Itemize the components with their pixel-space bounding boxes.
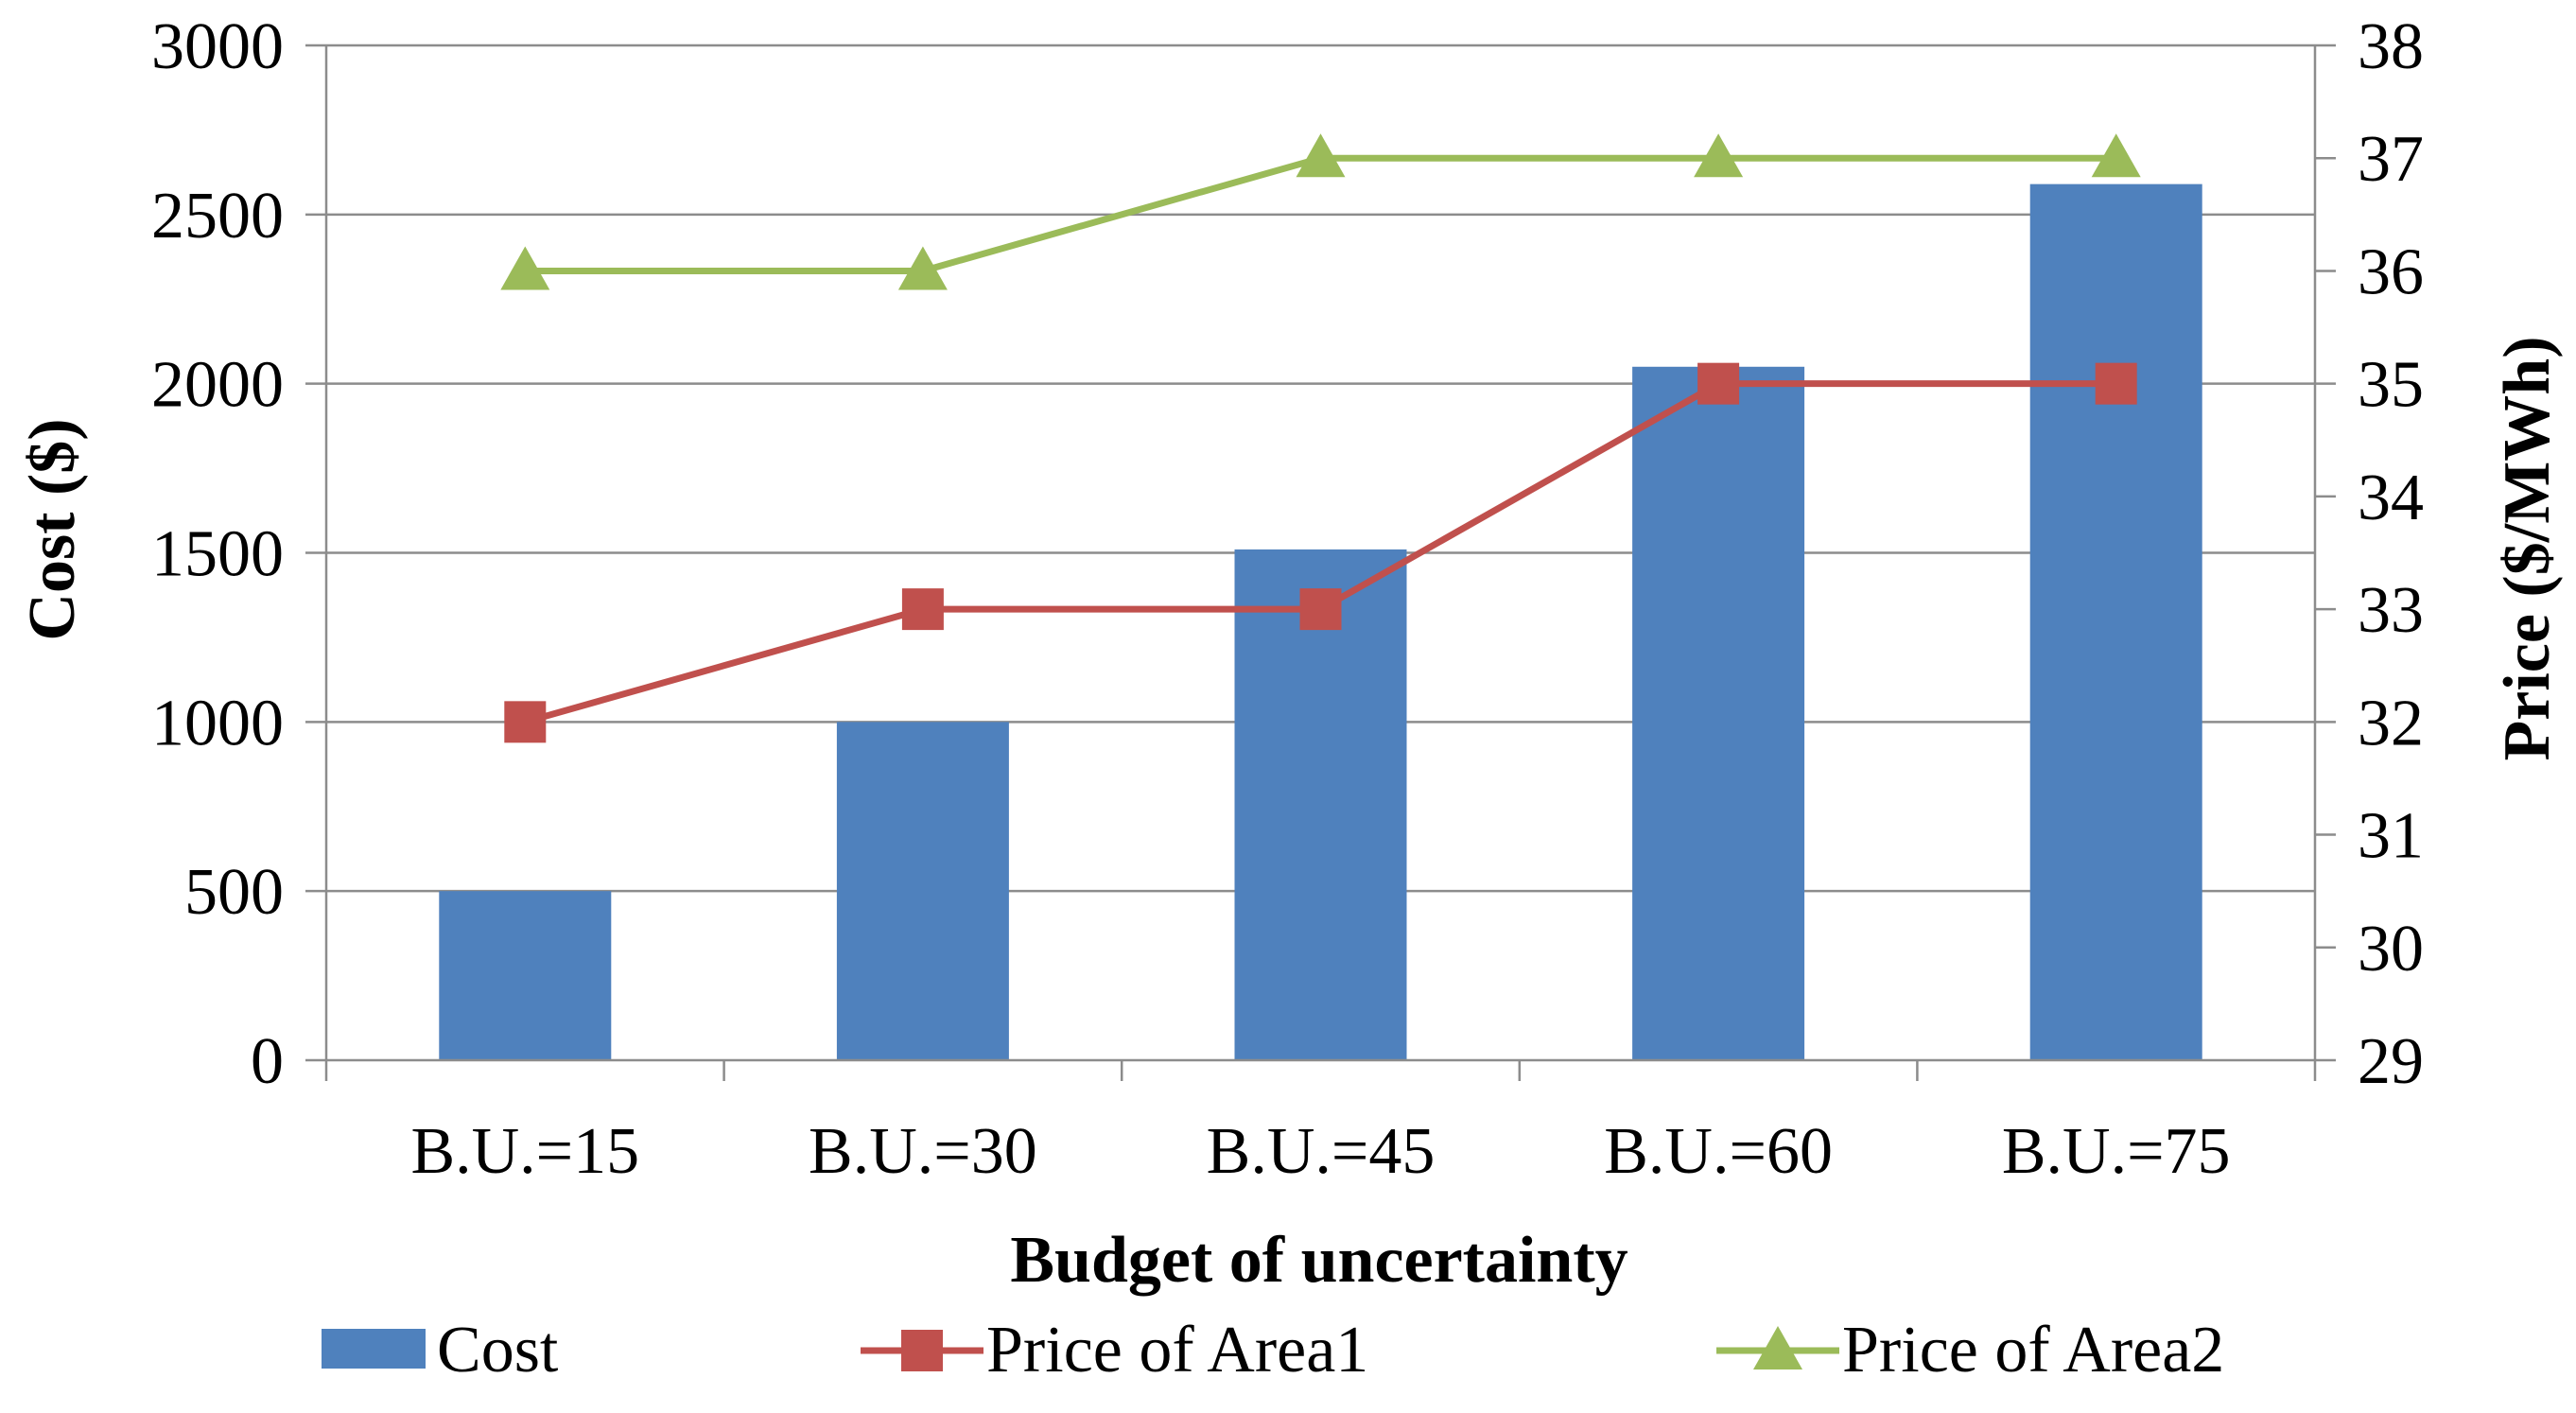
point-area2: [897, 246, 948, 290]
y2-tick-label: 34: [2358, 462, 2424, 534]
point-area2: [500, 246, 550, 290]
point-area2: [1296, 133, 1346, 178]
x-tick-label: B.U.=15: [410, 1115, 639, 1188]
bar-cost: [2029, 183, 2202, 1061]
x-tick-label: B.U.=75: [2002, 1115, 2231, 1188]
y2-axis-title: Price ($/MWh): [2491, 337, 2564, 761]
y2-tick-label: 37: [2358, 123, 2424, 196]
y-tick-label: 1000: [151, 687, 284, 759]
legend-item-price-of-area2: Price of Area2: [1716, 1314, 2224, 1387]
x-axis-title: Budget of uncertainty: [1010, 1224, 1627, 1297]
legend-marker: [901, 1330, 943, 1371]
y2-tick-label: 31: [2358, 800, 2424, 873]
legend-item-cost: Cost: [322, 1314, 559, 1387]
legend-item-price-of-area1: Price of Area1: [861, 1314, 1368, 1387]
y-tick-label: 2500: [151, 180, 284, 253]
legend-label: Price of Area2: [1842, 1314, 2224, 1387]
y-axis-title: Cost ($): [16, 418, 89, 640]
point-area1: [901, 588, 944, 631]
legend-swatch: [322, 1329, 426, 1369]
y2-tick-label: 38: [2358, 10, 2424, 83]
bar-cost: [836, 722, 1009, 1060]
legend-label: Price of Area1: [986, 1314, 1368, 1387]
y2-tick-label: 29: [2358, 1025, 2424, 1098]
tick-labels: 0 500 1000 1500 2000 2500 3000 29 30 31 32 33 34 35 36…: [151, 10, 2424, 1188]
point-area1: [1299, 588, 1342, 631]
legend-marker: [1753, 1326, 1802, 1369]
y-tick-label: 500: [184, 856, 284, 929]
point-area1: [504, 701, 547, 743]
point-area2: [1694, 133, 1744, 178]
bar-cost: [1632, 366, 1805, 1060]
cost-bars: [439, 183, 2202, 1061]
y2-tick-label: 36: [2358, 236, 2424, 308]
price-lines: [500, 133, 2141, 743]
point-area1: [2095, 362, 2137, 405]
y-tick-label: 0: [251, 1025, 284, 1098]
x-tick-label: B.U.=45: [1207, 1115, 1436, 1188]
y2-tick-label: 30: [2358, 913, 2424, 986]
legend-label: Cost: [437, 1314, 559, 1387]
bar-cost: [439, 891, 612, 1060]
point-area1: [1697, 362, 1740, 405]
x-tick-label: B.U.=30: [809, 1115, 1037, 1188]
x-tick-label: B.U.=60: [1604, 1115, 1833, 1188]
y2-tick-label: 32: [2358, 687, 2424, 759]
legend: Cost Price of Area1 Price of Area2: [322, 1314, 2224, 1387]
y-tick-label: 3000: [151, 10, 284, 83]
y2-tick-label: 35: [2358, 349, 2424, 422]
point-area2: [2091, 133, 2141, 178]
y-tick-label: 1500: [151, 518, 284, 591]
y2-tick-label: 33: [2358, 574, 2424, 647]
axes: [305, 44, 2336, 1081]
y-tick-label: 2000: [151, 349, 284, 422]
bar-cost: [1234, 549, 1407, 1060]
